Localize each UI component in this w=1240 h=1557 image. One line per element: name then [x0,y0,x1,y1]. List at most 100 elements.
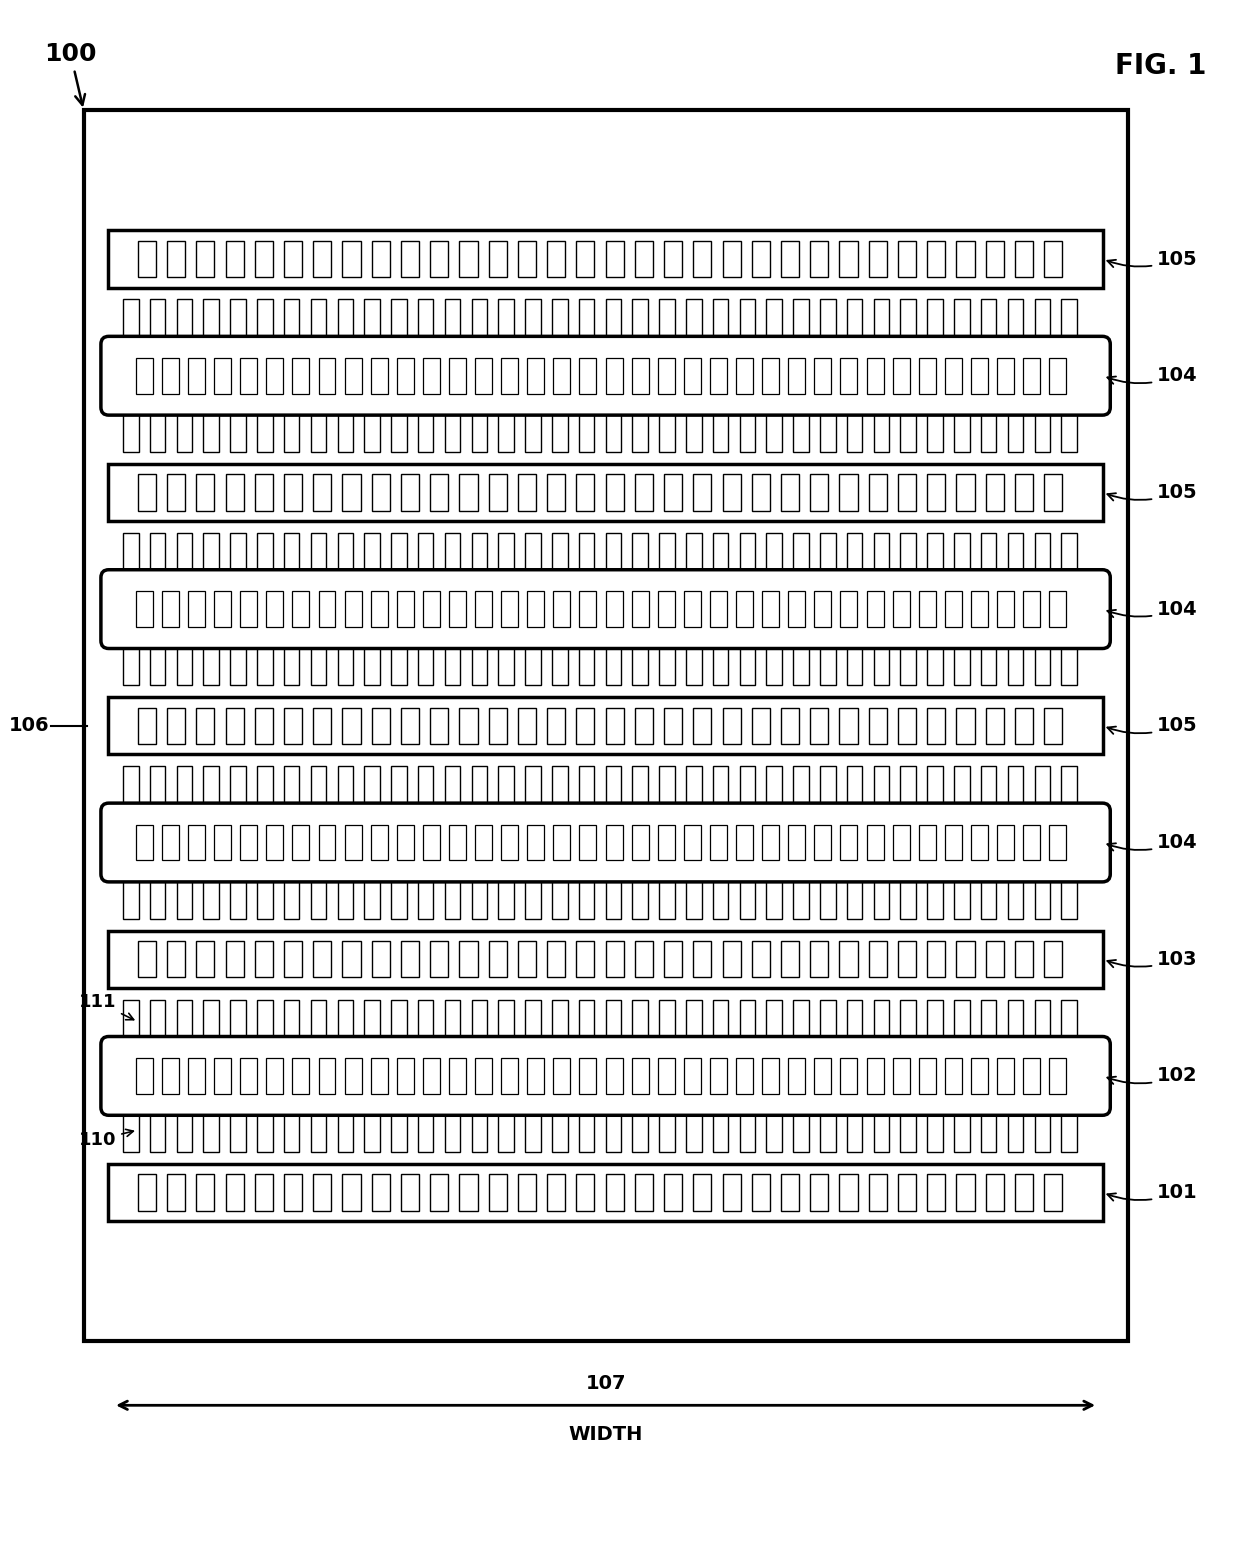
Bar [928,641,942,685]
Bar [311,641,326,685]
Bar [518,940,536,978]
Bar [847,532,862,578]
Bar [954,408,970,452]
Bar [489,940,507,978]
Bar [635,1174,653,1211]
Bar [498,766,513,811]
Bar [605,641,621,685]
Bar [401,475,419,511]
Bar [547,707,565,744]
Bar [342,707,361,744]
Bar [475,825,492,861]
Bar [605,1000,621,1043]
Bar [751,1174,770,1211]
Bar [1061,532,1076,578]
Bar [176,875,192,919]
Bar [311,1000,326,1043]
Bar [284,766,299,811]
Bar [365,875,379,919]
Bar [418,408,434,452]
FancyBboxPatch shape [100,570,1110,649]
Bar [945,592,962,627]
Bar [423,1057,440,1095]
Bar [660,641,675,685]
Bar [794,408,808,452]
Bar [841,825,857,861]
Bar [527,358,544,394]
Bar [527,592,544,627]
Bar [839,940,858,978]
Bar [449,1057,466,1095]
Bar [900,299,916,344]
Bar [810,707,828,744]
Bar [401,707,419,744]
Bar [632,408,649,452]
FancyBboxPatch shape [100,803,1110,881]
Bar [869,241,887,277]
Bar [1061,1000,1076,1043]
Bar [981,532,997,578]
Bar [686,641,702,685]
Bar [284,940,303,978]
Bar [928,707,945,744]
Bar [713,532,728,578]
Bar [167,940,185,978]
Bar [635,940,653,978]
Bar [188,358,205,394]
Bar [150,766,165,811]
Bar [257,766,273,811]
Bar [739,1000,755,1043]
Bar [928,475,945,511]
Bar [284,875,299,919]
Bar [919,1057,936,1095]
Bar [449,825,466,861]
Bar [820,1000,836,1043]
Bar [739,875,755,919]
Bar [632,1109,649,1152]
Bar [226,241,244,277]
Bar [337,766,353,811]
Bar [789,825,805,861]
Bar [997,1057,1014,1095]
Bar [254,241,273,277]
Bar [954,532,970,578]
Bar [1044,241,1063,277]
Bar [874,299,889,344]
Bar [815,358,831,394]
Bar [684,592,701,627]
Bar [445,1109,460,1152]
Bar [945,358,962,394]
Bar [371,358,388,394]
Bar [391,875,407,919]
Bar [794,1109,808,1152]
Bar [954,1000,970,1043]
Bar [459,940,477,978]
Bar [552,299,568,344]
Bar [605,707,624,744]
Bar [423,825,440,861]
Bar [867,358,884,394]
Bar [713,766,728,811]
Bar [1014,241,1033,277]
Bar [430,940,449,978]
Bar [847,766,862,811]
Bar [839,241,858,277]
Bar [869,1174,887,1211]
Bar [986,707,1003,744]
Bar [501,1057,518,1095]
Bar [794,641,808,685]
Bar [632,1000,649,1043]
Bar [874,1109,889,1152]
Bar [711,358,727,394]
Bar [345,1057,362,1095]
Bar [928,299,942,344]
Bar [869,940,887,978]
Text: 106: 106 [9,716,50,735]
Bar [337,408,353,452]
Bar [763,592,779,627]
Bar [684,1057,701,1095]
Bar [810,241,828,277]
Bar [971,358,988,394]
Bar [284,1000,299,1043]
Bar [445,641,460,685]
